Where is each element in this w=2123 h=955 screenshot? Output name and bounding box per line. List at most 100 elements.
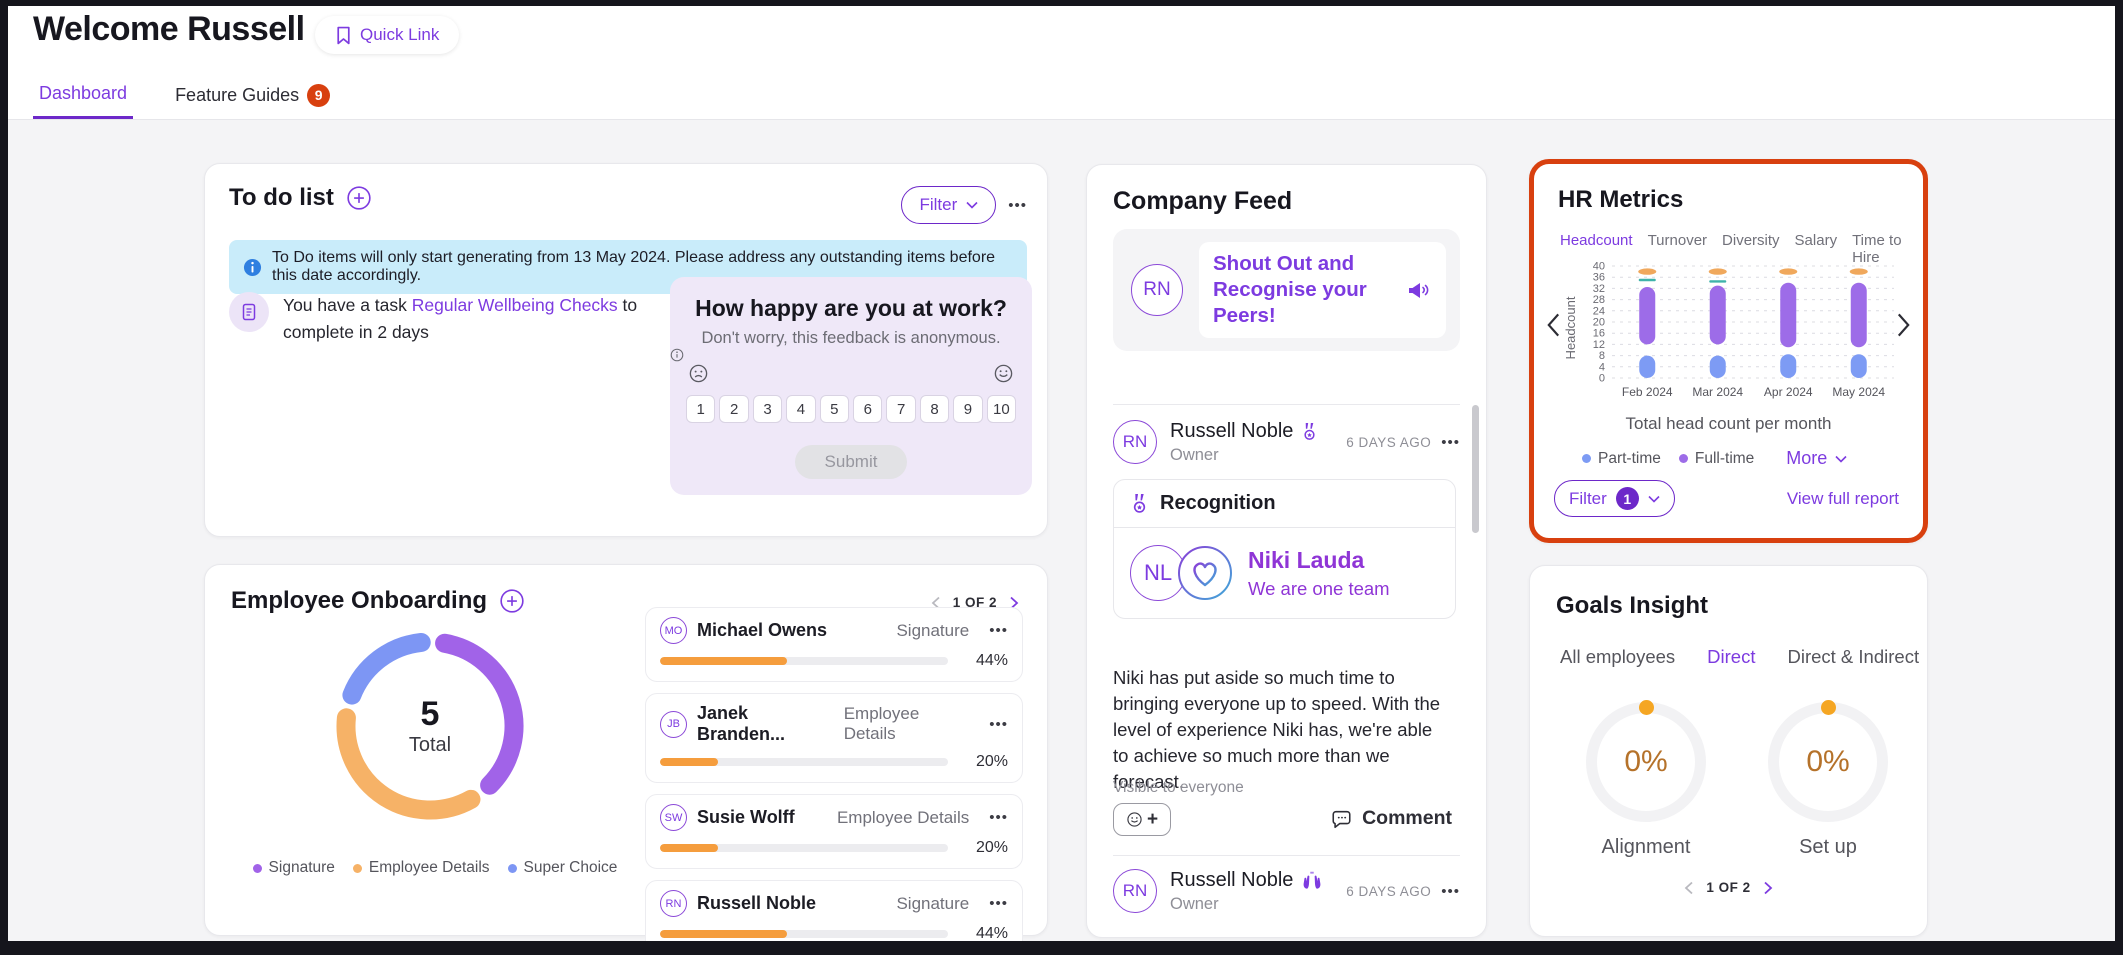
goals-tab-direct[interactable]: Direct: [1707, 646, 1756, 667]
svg-text:12: 12: [1593, 339, 1605, 351]
post-more-options-button[interactable]: •••: [1441, 883, 1460, 900]
employee-stage: Employee Details: [836, 807, 970, 827]
legend-item-part-time: Part-time: [1582, 450, 1661, 468]
hr-metrics-tabs: Headcount Turnover Diversity Salary Time…: [1560, 232, 1923, 266]
svg-text:24: 24: [1593, 305, 1605, 317]
happiness-score-button[interactable]: 6: [853, 395, 883, 423]
quick-link-label: Quick Link: [360, 25, 440, 44]
employee-name: Janek Branden...: [697, 703, 786, 744]
hr-tab-turnover[interactable]: Turnover: [1647, 232, 1708, 249]
legend-label: Full-time: [1694, 449, 1755, 467]
chevron-left-icon[interactable]: [1546, 312, 1561, 338]
happiness-score-button[interactable]: 4: [786, 395, 816, 423]
employee-more-options-button[interactable]: •••: [989, 895, 1008, 912]
svg-text:36: 36: [1593, 272, 1605, 284]
main-tabs: Dashboard Feature Guides 9: [33, 83, 336, 119]
happiness-score-button[interactable]: 7: [886, 395, 916, 423]
add-todo-icon[interactable]: [346, 185, 372, 211]
employee-onboarding-row[interactable]: JB Janek Branden... Employee Details ••• 20%: [645, 693, 1023, 783]
post-more-options-button[interactable]: •••: [1441, 434, 1460, 451]
employee-onboarding-row[interactable]: SW Susie Wolff Employee Details ••• 20%: [645, 794, 1023, 869]
tab-dashboard[interactable]: Dashboard: [33, 83, 134, 119]
post-author-role: Owner: [1170, 446, 1219, 464]
feed-scrollbar-thumb[interactable]: [1472, 405, 1479, 533]
todo-task-item[interactable]: You have a task Regular Wellbeing Checks…: [229, 292, 659, 346]
todo-more-options-button[interactable]: •••: [1008, 196, 1027, 214]
feed-title: Company Feed: [1113, 187, 1293, 215]
medal-icon: [1133, 493, 1146, 513]
recognition-title: Recognition: [1160, 492, 1276, 514]
progress-percent: 44%: [975, 925, 1008, 942]
tab-feature-guides-label: Feature Guides: [175, 84, 300, 105]
happy-face-icon: [994, 364, 1013, 383]
hr-tab-time-to-hire[interactable]: Time to Hire: [1852, 232, 1902, 266]
avatar: SW: [660, 804, 687, 831]
quick-link-button[interactable]: Quick Link: [315, 16, 460, 54]
happiness-score-button[interactable]: 3: [752, 395, 783, 423]
employee-stage: Signature: [896, 893, 970, 913]
chevron-right-icon[interactable]: [1896, 312, 1911, 338]
divider: [1113, 855, 1460, 856]
chevron-right-icon[interactable]: [1007, 596, 1021, 610]
employee-more-options-button[interactable]: •••: [989, 622, 1008, 639]
hr-filter-button[interactable]: Filter 1: [1554, 480, 1675, 517]
employee-more-options-button[interactable]: •••: [989, 809, 1008, 826]
gauge-dot: [1638, 700, 1654, 715]
chevron-left-icon[interactable]: [929, 596, 943, 610]
onboarding-card: Employee Onboarding 1 OF 2 5 Total Signa…: [204, 564, 1048, 941]
employee-onboarding-row[interactable]: MO Michael Owens Signature ••• 44%: [645, 607, 1023, 682]
comment-button[interactable]: Comment: [1330, 807, 1452, 830]
filter-count-badge: 1: [1615, 487, 1639, 510]
chevron-right-icon[interactable]: [1761, 881, 1775, 895]
megaphone-icon: [1409, 283, 1429, 298]
donut-total-label: Total: [408, 734, 452, 756]
employee-name: Michael Owens: [697, 620, 828, 640]
svg-text:Mar 2024: Mar 2024: [1692, 385, 1743, 399]
happiness-survey-widget: How happy are you at work? Don't worry, …: [670, 277, 1032, 495]
employee-more-options-button[interactable]: •••: [989, 715, 1008, 733]
post-author: Russell Noble: [1170, 420, 1294, 442]
medal-icon: [1304, 422, 1315, 440]
survey-submit-button[interactable]: Submit: [795, 445, 907, 479]
hr-tab-salary[interactable]: Salary: [1794, 232, 1838, 249]
goals-tab-all-employees[interactable]: All employees: [1560, 646, 1676, 667]
legend-item-full-time: Full-time: [1678, 449, 1755, 468]
happiness-score-button[interactable]: 8: [919, 395, 950, 423]
onboarding-title: Employee Onboarding: [231, 587, 488, 614]
happiness-score-button[interactable]: 2: [719, 395, 749, 423]
view-full-report-link[interactable]: View full report: [1786, 488, 1899, 508]
happiness-score-button[interactable]: 1: [686, 395, 716, 423]
feed-post-header: RN Russell Noble Owner 6 DAYS AGO •••: [1113, 869, 1460, 914]
task-notepad-icon: [229, 292, 269, 332]
task-link[interactable]: Regular Wellbeing Checks: [411, 295, 618, 315]
setup-gauge: 0%: [1768, 700, 1888, 822]
progress-bar: [660, 844, 948, 852]
avatar: RN: [1113, 869, 1157, 913]
gauge-dot: [1820, 700, 1836, 715]
happiness-score-button[interactable]: 9: [953, 395, 983, 423]
svg-text:Headcount: Headcount: [1564, 296, 1578, 359]
tab-feature-guides[interactable]: Feature Guides 9: [169, 83, 336, 119]
page-header: Welcome Russell Quick Link Dashboard Fea…: [8, 6, 2115, 120]
add-reaction-button[interactable]: +: [1113, 803, 1171, 836]
happiness-score-button[interactable]: 10: [986, 395, 1017, 423]
shoutout-banner[interactable]: RN Shout Out and Recognise your Peers!: [1113, 229, 1460, 351]
goals-tab-direct-indirect[interactable]: Direct & Indirect: [1787, 646, 1920, 667]
legend-label: Signature: [268, 859, 335, 876]
hr-tab-diversity[interactable]: Diversity: [1722, 232, 1780, 249]
add-onboarding-icon[interactable]: [499, 588, 525, 614]
legend-label: Employee Details: [368, 859, 490, 876]
post-visibility: Visible to everyone: [1113, 779, 1244, 796]
legend-label: Super Choice: [523, 859, 618, 876]
avatar: NL: [1130, 545, 1186, 601]
hr-tab-headcount[interactable]: Headcount: [1560, 232, 1633, 249]
todo-filter-button[interactable]: Filter: [901, 186, 997, 224]
chevron-left-icon[interactable]: [1682, 881, 1696, 895]
more-label: More: [1786, 448, 1828, 468]
happiness-scale: 1 2 3 4 5 6 7 8 9 10: [686, 395, 1017, 423]
employee-onboarding-row[interactable]: RN Russell Noble Signature ••• 44%: [645, 880, 1023, 942]
progress-bar: [660, 758, 948, 766]
happiness-score-button[interactable]: 5: [819, 395, 850, 423]
legend-more-dropdown[interactable]: More: [1786, 448, 1847, 469]
hr-chart-legend: Part-time Full-time More: [1582, 448, 1847, 469]
